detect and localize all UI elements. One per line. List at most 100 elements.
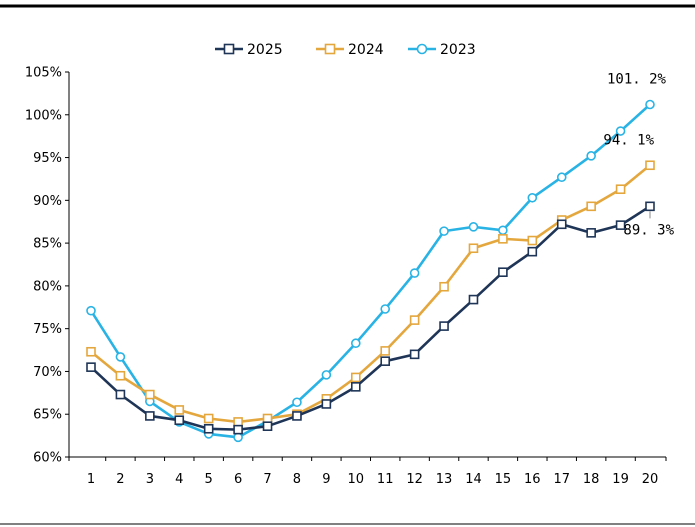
data-point bbox=[468, 243, 479, 254]
data-label-2025: 89. 3% bbox=[623, 222, 674, 238]
data-point bbox=[174, 405, 185, 415]
data-point bbox=[527, 235, 538, 246]
data-point bbox=[203, 423, 214, 434]
x-tick-label: 13 bbox=[436, 472, 453, 487]
legend-item-2025: 2025 bbox=[215, 42, 283, 58]
data-point bbox=[115, 370, 126, 381]
data-point bbox=[174, 415, 185, 426]
data-point bbox=[586, 201, 596, 212]
series-line-2024 bbox=[90, 164, 651, 424]
x-tick-label: 6 bbox=[234, 472, 242, 487]
series-2025 bbox=[86, 201, 655, 435]
data-point bbox=[86, 362, 96, 372]
data-point bbox=[350, 382, 361, 392]
legend-marker bbox=[416, 43, 428, 55]
legend-marker bbox=[223, 43, 235, 55]
data-point bbox=[645, 201, 655, 212]
x-tick-label: 10 bbox=[348, 472, 365, 487]
legend: 2025 2024 2023 bbox=[215, 42, 476, 58]
legend-label: 2024 bbox=[348, 42, 384, 58]
data-point bbox=[203, 413, 214, 424]
x-tick-label: 12 bbox=[406, 472, 423, 487]
y-tick-label: 65% bbox=[33, 408, 62, 423]
y-tick-label: 95% bbox=[33, 151, 62, 166]
series-line-2025 bbox=[90, 205, 651, 431]
data-point bbox=[380, 346, 391, 356]
y-axis-ticks: 60% 65% 70% 75% 80% 85% 90% 95% 100% 105% bbox=[25, 66, 69, 466]
data-label-2023: 101. 2% bbox=[607, 72, 667, 88]
data-point bbox=[292, 411, 302, 421]
series-layer bbox=[86, 99, 655, 443]
data-point bbox=[527, 246, 538, 257]
data-point bbox=[86, 305, 96, 316]
data-point bbox=[380, 304, 391, 314]
data-point bbox=[498, 234, 508, 244]
x-tick-label: 20 bbox=[642, 472, 659, 487]
data-point bbox=[468, 222, 479, 232]
data-point bbox=[586, 228, 596, 238]
data-point bbox=[262, 421, 273, 432]
data-point bbox=[350, 338, 361, 349]
data-point bbox=[439, 321, 449, 331]
y-tick-label: 85% bbox=[33, 237, 62, 252]
data-point bbox=[233, 432, 243, 443]
data-point bbox=[645, 99, 655, 110]
data-point bbox=[350, 372, 361, 383]
data-point bbox=[409, 349, 420, 360]
data-point bbox=[556, 172, 567, 183]
x-tick-label: 1 bbox=[87, 472, 95, 487]
legend-item-2024: 2024 bbox=[316, 42, 384, 58]
data-point bbox=[233, 424, 243, 435]
data-point bbox=[145, 411, 155, 421]
data-point bbox=[262, 413, 273, 424]
series-2023 bbox=[86, 99, 655, 443]
data-point bbox=[292, 397, 302, 408]
data-point bbox=[498, 267, 508, 278]
x-tick-label: 2 bbox=[116, 472, 124, 487]
legend-marker bbox=[324, 43, 336, 55]
legend-label: 2025 bbox=[247, 42, 283, 58]
data-point bbox=[645, 160, 655, 171]
legend-item-2023: 2023 bbox=[408, 42, 476, 58]
data-point bbox=[409, 268, 420, 278]
series-2024 bbox=[86, 160, 655, 427]
axes bbox=[68, 72, 666, 458]
x-tick-label: 14 bbox=[465, 472, 482, 487]
y-tick-label: 70% bbox=[33, 365, 62, 380]
x-tick-label: 4 bbox=[175, 472, 183, 487]
data-point bbox=[615, 220, 626, 230]
x-axis-ticks: 1 2 3 4 5 6 7 8 9 10 11 12 13 14 15 16 17 18 19 20 bbox=[68, 457, 667, 487]
data-point bbox=[115, 389, 126, 400]
data-point bbox=[556, 219, 567, 230]
series-line-2023 bbox=[89, 103, 651, 439]
data-point bbox=[321, 399, 332, 409]
x-tick-label: 17 bbox=[553, 472, 570, 487]
x-tick-label: 16 bbox=[524, 472, 541, 487]
y-tick-label: 60% bbox=[33, 451, 62, 466]
data-point bbox=[380, 356, 391, 366]
x-tick-label: 9 bbox=[322, 472, 330, 487]
y-tick-label: 80% bbox=[33, 279, 62, 294]
end-labels: 101. 2% 94. 1% 89. 3% bbox=[603, 72, 674, 239]
y-tick-label: 90% bbox=[33, 194, 62, 209]
x-tick-label: 5 bbox=[205, 472, 213, 487]
data-point bbox=[439, 281, 449, 292]
x-tick-label: 18 bbox=[583, 472, 600, 487]
data-label-2024: 94. 1% bbox=[603, 132, 654, 148]
y-tick-label: 105% bbox=[25, 66, 62, 81]
data-point bbox=[439, 226, 449, 236]
x-tick-label: 15 bbox=[495, 472, 512, 487]
legend-label: 2023 bbox=[440, 42, 476, 58]
x-tick-label: 3 bbox=[146, 472, 154, 487]
x-tick-label: 8 bbox=[293, 472, 301, 487]
data-point bbox=[498, 225, 508, 236]
x-tick-label: 7 bbox=[263, 472, 271, 487]
data-point bbox=[233, 417, 243, 427]
data-point bbox=[409, 315, 420, 325]
data-point bbox=[615, 126, 626, 136]
x-tick-label: 19 bbox=[612, 472, 629, 487]
data-point bbox=[321, 370, 332, 380]
data-point bbox=[468, 294, 479, 305]
data-point bbox=[615, 184, 626, 195]
